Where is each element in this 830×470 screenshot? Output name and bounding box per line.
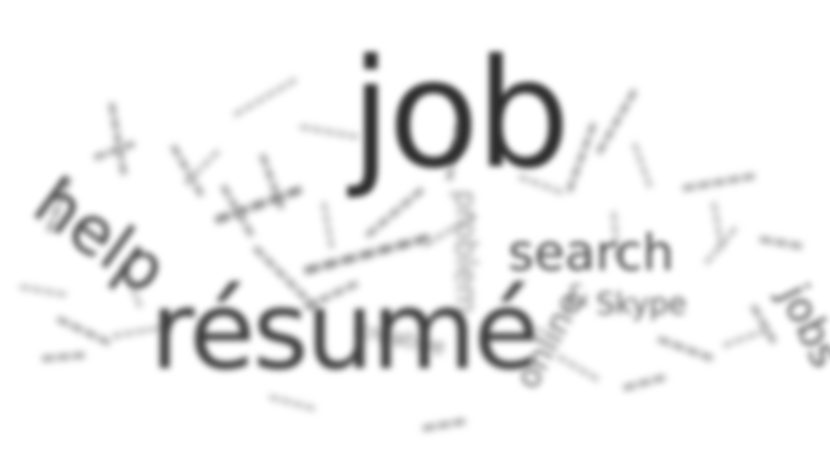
filler-word: ▬▬▬ [757,228,806,255]
filler-word: ▬▬▬▬ [17,279,69,303]
word-ampersand: & [566,279,590,314]
word-resume: résumé [150,269,540,394]
filler-word: ▬▬▬▬▬ [679,164,758,197]
filler-word: ▬▬▬▬▬▬ [229,72,301,123]
filler-word: ▬▬▬▬ [626,139,658,191]
filler-word: ▬▬▬ [419,410,468,437]
filler-word: ▬▬▬ [39,344,87,367]
filler-word: ▬▬▬▬ [654,328,718,367]
word-skype: Skype [596,287,687,322]
word-jobs: jobs [769,276,830,375]
word-search: search [508,224,675,282]
word-job: job [350,28,571,202]
filler-word: ▬▬▬▬ [316,199,340,251]
filler-word: ▬▬▬ [619,366,669,397]
